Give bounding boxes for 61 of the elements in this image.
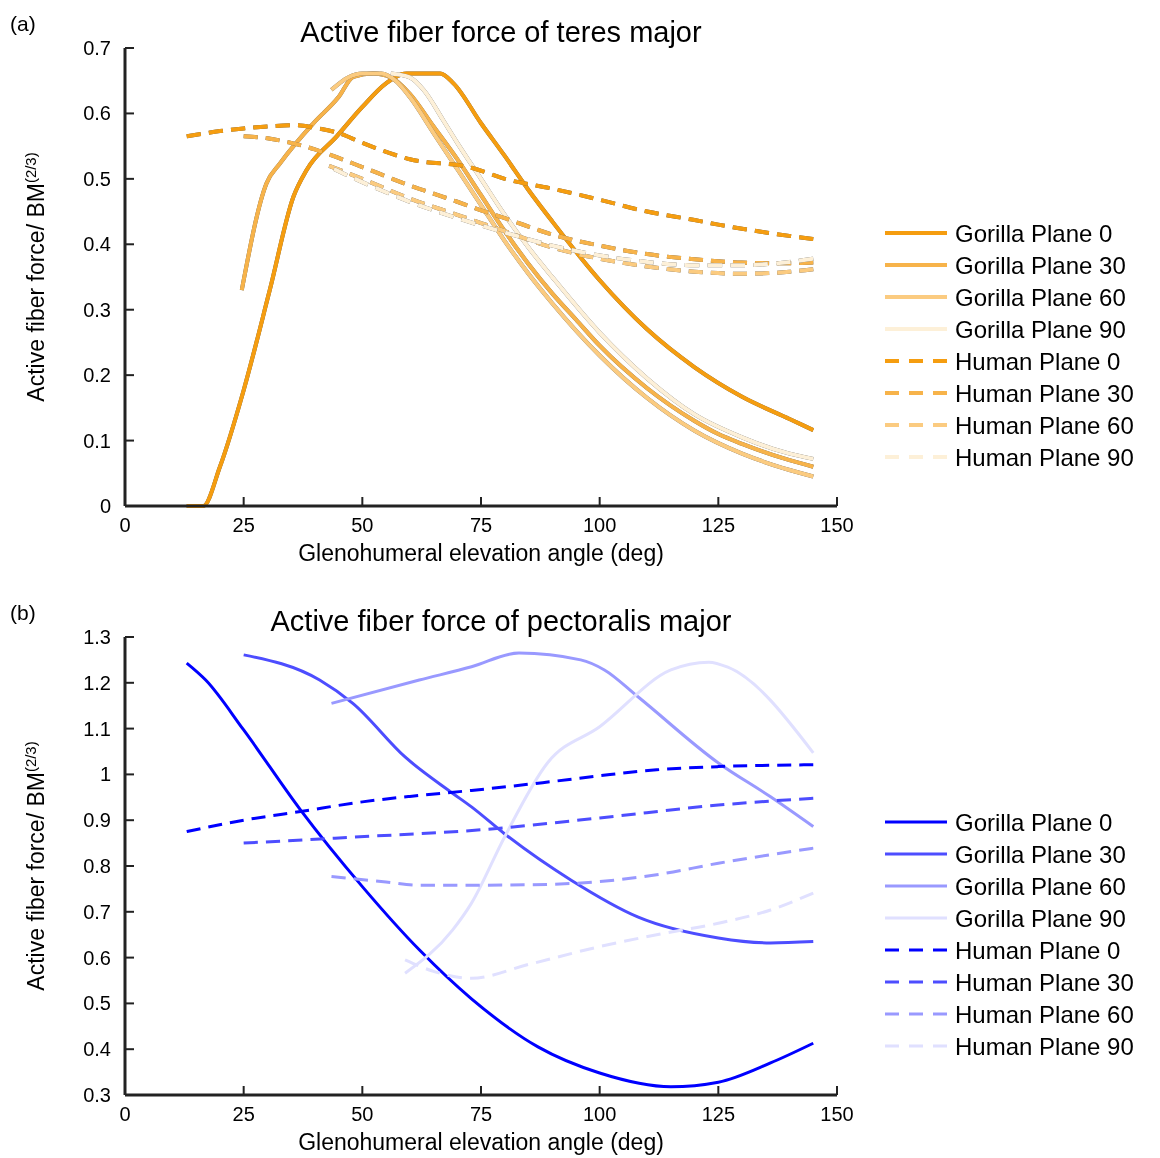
- x-axis-title: Glenohumeral elevation angle (deg): [298, 540, 664, 566]
- y-tick-label: 0: [99, 495, 111, 517]
- x-tick-label: 25: [232, 1103, 255, 1125]
- chart-title: Active fiber force of teres major: [300, 16, 702, 48]
- text: (b): [10, 601, 36, 624]
- y-tick-label: 1.3: [83, 626, 111, 648]
- legend-label: Gorilla Plane 0: [955, 220, 1113, 247]
- y-tick-label: 0.5: [83, 992, 111, 1015]
- x-tick-label: 0: [119, 1103, 131, 1125]
- y-tick-label: 0.4: [83, 1038, 111, 1061]
- legend-label: Human Plane 30: [955, 969, 1134, 996]
- legend-label: Gorilla Plane 0: [955, 809, 1113, 836]
- x-tick-label: 150: [820, 514, 854, 536]
- legend-label: Human Plane 90: [955, 1033, 1134, 1060]
- legend-label: Human Plane 30: [955, 380, 1134, 407]
- legend-label: Gorilla Plane 30: [955, 841, 1126, 868]
- x-tick-label: 50: [351, 1103, 374, 1125]
- legend-label: Gorilla Plane 30: [955, 252, 1126, 279]
- x-tick-label: 75: [469, 514, 493, 536]
- x-tick-label: 125: [701, 514, 736, 536]
- y-tick-label: 0.8: [83, 855, 111, 877]
- legend-label: Human Plane 0: [955, 348, 1121, 375]
- y-tick-label: 0.1: [83, 429, 111, 452]
- y-tick-label: 0.7: [83, 900, 111, 923]
- y-tick-label: 0.4: [83, 233, 111, 256]
- line-series: [242, 653, 815, 945]
- line-series: [329, 846, 815, 887]
- legend-label: Gorilla Plane 90: [955, 316, 1126, 343]
- y-tick-label: 1.1: [83, 717, 111, 740]
- line-series: [329, 71, 816, 479]
- x-tick-label: 75: [469, 1103, 493, 1125]
- y-tick-label: 0.6: [83, 946, 111, 969]
- x-tick-label: 0: [119, 514, 131, 536]
- legend-label: Human Plane 90: [955, 444, 1134, 471]
- line-series: [184, 71, 816, 508]
- x-tick-label: 150: [820, 1103, 854, 1125]
- x-tick-label: 125: [701, 1103, 736, 1125]
- x-tick-label: 25: [232, 514, 255, 536]
- y-tick-label: 0.7: [83, 37, 111, 59]
- y-tick-label: 0.9: [83, 809, 111, 832]
- y-tick-label: 0.5: [83, 167, 111, 190]
- legend-label: Gorilla Plane 60: [955, 873, 1126, 900]
- x-tick-label: 50: [351, 514, 374, 536]
- x-tick-label: 100: [582, 1103, 617, 1125]
- legend-label: Human Plane 60: [955, 412, 1134, 439]
- chart-title: Active fiber force of pectoralis major: [270, 605, 732, 637]
- y-tick-label: 0.3: [83, 1084, 111, 1106]
- legend-label: Human Plane 0: [955, 937, 1121, 964]
- y-tick-label: 0.2: [83, 364, 111, 387]
- y-tick-label: 0.6: [83, 102, 111, 125]
- legend-label: Gorilla Plane 90: [955, 905, 1126, 932]
- x-tick-label: 100: [582, 514, 617, 536]
- y-tick-label: 1.2: [83, 671, 111, 694]
- x-axis-title: Glenohumeral elevation angle (deg): [298, 1129, 664, 1155]
- y-tick-label: 1: [99, 763, 111, 786]
- y-tick-label: 0.3: [83, 298, 111, 321]
- legend-label: Gorilla Plane 60: [955, 284, 1126, 311]
- line-series: [329, 651, 815, 829]
- legend-label: Human Plane 60: [955, 1001, 1134, 1028]
- text: (a): [10, 12, 36, 35]
- line-series: [185, 661, 815, 1089]
